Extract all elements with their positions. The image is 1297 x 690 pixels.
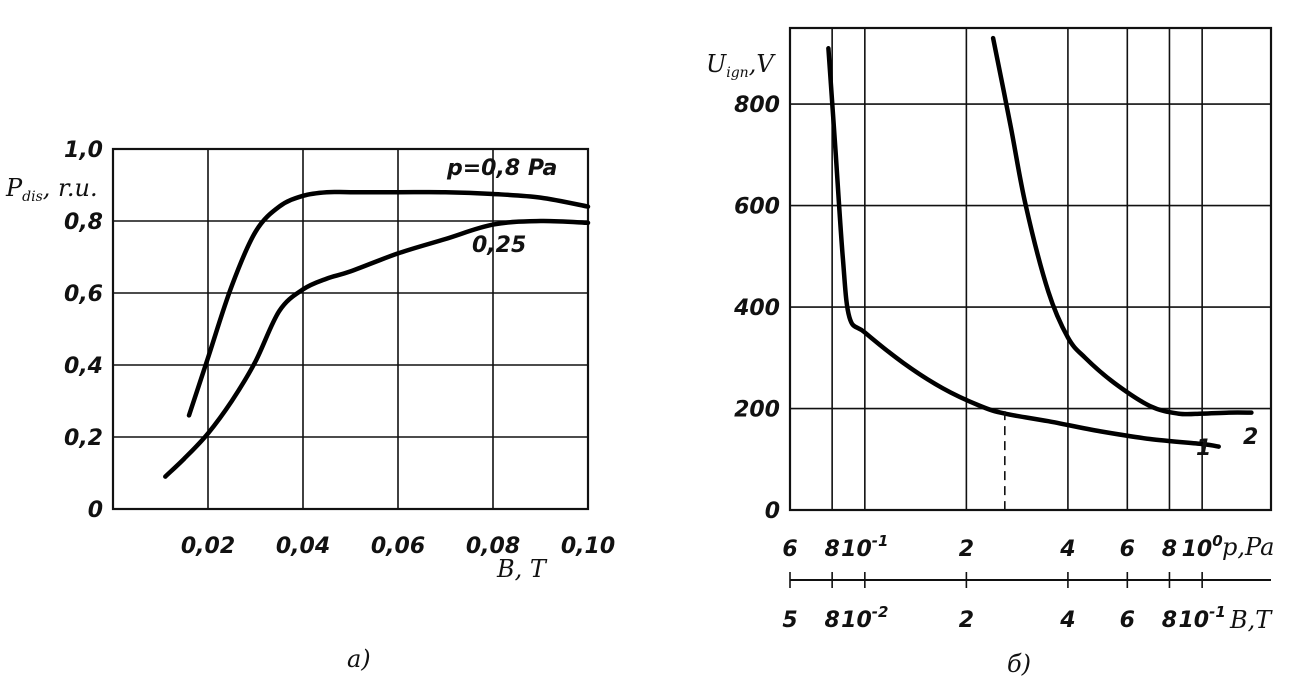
series-label-1: 1 xyxy=(1196,436,1211,461)
b-tick-label: 6 xyxy=(1120,608,1135,633)
y-tick-label: 0,2 xyxy=(64,426,103,451)
y-tick-label: 0,8 xyxy=(64,210,103,235)
curve-b-2 xyxy=(990,35,1254,417)
y-tick-label: 0 xyxy=(765,499,780,524)
p-tick-label: 10-1 xyxy=(841,532,888,562)
chart-b-curves xyxy=(826,35,1254,449)
x-tick-label: 0,02 xyxy=(181,534,235,559)
chart-a: 0,02 0,04 0,06 0,08 0,10 0 0,2 0,4 0,6 0,8 1,0 Pdi… xyxy=(5,138,615,673)
y-tick-label: 0,6 xyxy=(64,282,103,307)
y-tick-label: 1,0 xyxy=(64,138,103,163)
chart-a-curves xyxy=(163,189,591,479)
p-tick-label: 6 xyxy=(782,537,797,562)
panel-label-b: б) xyxy=(1007,650,1031,678)
chart-b-frame xyxy=(788,26,1273,512)
b-tick-label: 2 xyxy=(959,608,974,633)
curve-b-1 xyxy=(826,46,1221,449)
p-tick-label: 2 xyxy=(959,537,974,562)
b-tick-label: 5 xyxy=(782,608,797,633)
y-tick-label: 0,4 xyxy=(64,354,103,379)
b-tick-label: 10-2 xyxy=(841,603,888,633)
chart-a-grid xyxy=(113,149,588,509)
curve-a-2 xyxy=(163,218,591,479)
chart-a-ticks: 0,02 0,04 0,06 0,08 0,10 0 0,2 0,4 0,6 0,8 1,0 xyxy=(64,138,615,559)
series-label-p08: p=0,8 Pa xyxy=(446,156,557,181)
series-label-025: 0,25 xyxy=(472,233,526,258)
x-tick-label: 0,06 xyxy=(371,534,425,559)
p-tick-label: 6 xyxy=(1120,537,1135,562)
chart-b-ylabel: Uign,V xyxy=(706,50,776,81)
p-tick-label: 8 xyxy=(824,537,839,562)
p-tick-label: 4 xyxy=(1059,537,1075,562)
chart-a-ylabel: Pdis, r.u. xyxy=(5,174,98,205)
y-tick-label: 200 xyxy=(734,398,780,423)
p-axis-label: p,Pa xyxy=(1222,533,1274,561)
chart-a-xlabel: B, T xyxy=(496,555,548,583)
series-label-2: 2 xyxy=(1243,425,1258,450)
y-tick-label: 600 xyxy=(734,195,780,220)
p-tick-label: 8 xyxy=(1162,537,1177,562)
y-tick-label: 0 xyxy=(88,498,103,523)
panel-label-a: a) xyxy=(347,645,371,673)
chart-a-frame xyxy=(111,147,590,511)
x-tick-label: 0,04 xyxy=(276,534,330,559)
chart-b-grid xyxy=(790,28,1271,510)
y-tick-label: 400 xyxy=(733,296,780,321)
p-tick-label: 100 xyxy=(1182,532,1223,562)
y-tick-label: 800 xyxy=(734,93,780,118)
b-tick-label: 8 xyxy=(1162,608,1177,633)
b-tick-label: 4 xyxy=(1059,608,1075,633)
b-tick-label: 10-1 xyxy=(1178,603,1225,633)
x-tick-label: 0,08 xyxy=(466,534,520,559)
curve-a-1 xyxy=(186,189,591,418)
x-tick-label: 0,10 xyxy=(561,534,615,559)
b-tick-label: 8 xyxy=(824,608,839,633)
b-axis-label: B,T xyxy=(1229,606,1273,634)
